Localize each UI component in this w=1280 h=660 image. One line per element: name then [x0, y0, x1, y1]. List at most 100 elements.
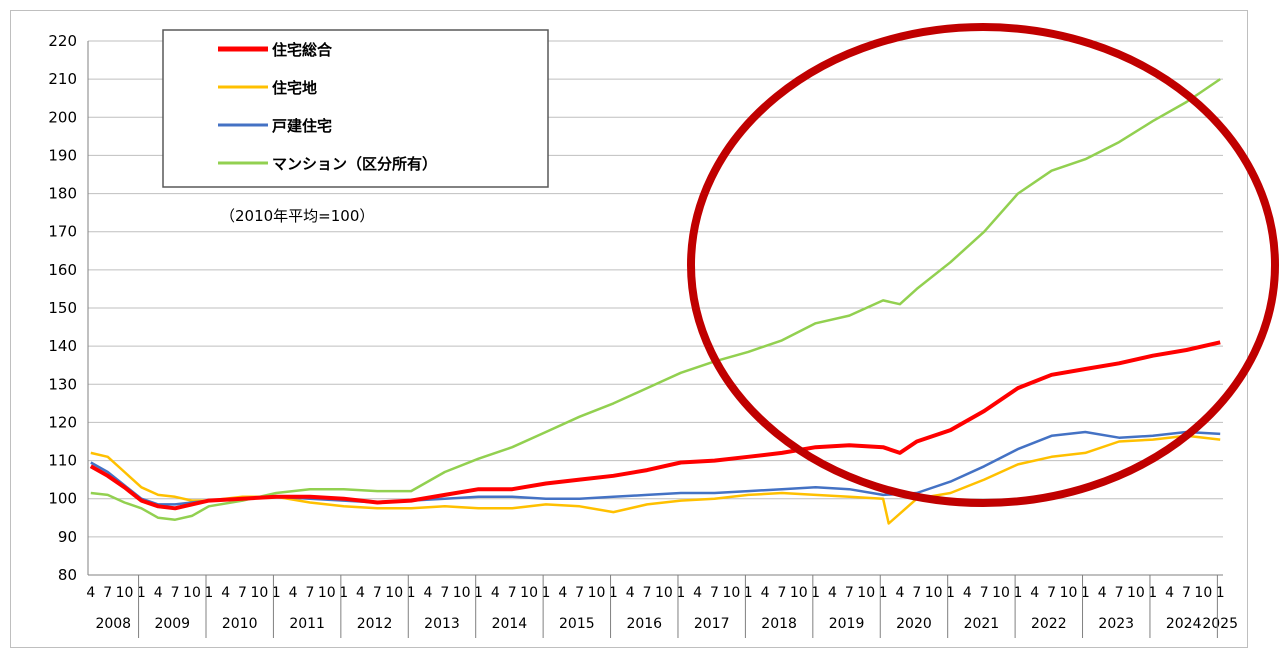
y-tick-label: 100 [48, 490, 77, 508]
x-month-label: 4 [963, 585, 972, 601]
x-month-label: 4 [761, 585, 770, 601]
x-month-label: 10 [655, 585, 673, 601]
x-month-label: 4 [693, 585, 702, 601]
x-year-label: 2012 [357, 616, 393, 632]
x-month-label: 7 [575, 585, 584, 601]
x-month-label: 4 [1098, 585, 1107, 601]
x-month-label: 1 [676, 585, 685, 601]
x-month-label: 10 [385, 585, 403, 601]
x-month-label: 10 [857, 585, 875, 601]
x-month-label: 4 [1165, 585, 1174, 601]
x-month-label: 1 [407, 585, 416, 601]
x-month-label: 1 [1013, 585, 1022, 601]
chart-note: （2010年平均=100） [220, 207, 374, 225]
x-month-label: 10 [318, 585, 336, 601]
x-year-label: 2008 [95, 616, 131, 632]
x-month-label: 1 [339, 585, 348, 601]
y-tick-label: 210 [48, 70, 77, 88]
x-month-label: 4 [289, 585, 298, 601]
x-month-label: 4 [558, 585, 567, 601]
x-month-label: 1 [946, 585, 955, 601]
x-month-label: 1 [1081, 585, 1090, 601]
x-month-label: 4 [1030, 585, 1039, 601]
y-tick-label: 180 [48, 185, 77, 203]
highlight-ellipse [687, 23, 1279, 507]
x-month-label: 1 [474, 585, 483, 601]
x-month-label: 7 [710, 585, 719, 601]
x-month-label: 7 [103, 585, 112, 601]
x-month-label: 1 [879, 585, 888, 601]
y-tick-label: 190 [48, 146, 77, 164]
x-month-label: 4 [491, 585, 500, 601]
x-month-label: 1 [811, 585, 820, 601]
x-month-label: 10 [1194, 585, 1212, 601]
x-year-label: 2011 [289, 616, 325, 632]
x-month-label: 4 [895, 585, 904, 601]
y-tick-label: 80 [58, 566, 77, 584]
x-month-label: 10 [453, 585, 471, 601]
x-month-label: 10 [183, 585, 201, 601]
y-tick-label: 220 [48, 32, 77, 50]
x-month-label: 1 [137, 585, 146, 601]
x-month-label: 4 [828, 585, 837, 601]
x-month-label: 10 [722, 585, 740, 601]
legend-label: 戸建住宅 [272, 117, 332, 135]
x-month-label: 10 [992, 585, 1010, 601]
x-month-label: 7 [777, 585, 786, 601]
x-month-label: 4 [154, 585, 163, 601]
x-year-label: 2015 [559, 616, 595, 632]
series-line [90, 434, 1221, 525]
x-month-label: 7 [373, 585, 382, 601]
x-month-label: 7 [980, 585, 989, 601]
x-month-label: 10 [1127, 585, 1145, 601]
y-tick-label: 140 [48, 337, 77, 355]
x-month-label: 1 [744, 585, 753, 601]
series-line [90, 78, 1221, 521]
y-tick-label: 110 [48, 452, 77, 470]
chart-frame [10, 10, 1248, 648]
x-month-label: 7 [305, 585, 314, 601]
legend-label: 住宅総合 [272, 41, 333, 59]
x-year-label: 2018 [761, 616, 797, 632]
series-lines [89, 78, 1221, 525]
x-month-label: 10 [116, 585, 134, 601]
y-tick-label: 170 [48, 223, 77, 241]
x-month-label: 7 [845, 585, 854, 601]
x-month-label: 4 [221, 585, 230, 601]
y-tick-label: 130 [48, 375, 77, 393]
x-month-label: 7 [912, 585, 921, 601]
x-month-label: 1 [541, 585, 550, 601]
y-tick-label: 90 [58, 528, 77, 546]
legend-label: マンション（区分所有） [272, 155, 437, 173]
x-month-label: 10 [925, 585, 943, 601]
x-year-label: 2014 [492, 616, 528, 632]
x-month-label: 1 [1148, 585, 1157, 601]
x-month-label: 10 [250, 585, 268, 601]
x-year-label: 2017 [694, 616, 730, 632]
x-month-label: 1 [204, 585, 213, 601]
x-month-label: 7 [1115, 585, 1124, 601]
x-year-label: 2021 [964, 616, 1000, 632]
x-month-label: 1 [272, 585, 281, 601]
x-month-label: 7 [643, 585, 652, 601]
y-axis-ticks: 80 90 100 110 120 130 140 150 160 170 180 190 200 210… [48, 32, 89, 584]
y-tick-label: 120 [48, 413, 77, 431]
x-month-label: 7 [1182, 585, 1191, 601]
series-line [89, 340, 1221, 511]
x-year-label: 2025 [1202, 616, 1238, 632]
x-year-label: 2010 [222, 616, 258, 632]
x-year-label: 2023 [1098, 616, 1134, 632]
x-year-label: 2022 [1031, 616, 1067, 632]
x-month-label: 7 [171, 585, 180, 601]
x-year-label: 2016 [626, 616, 662, 632]
x-month-label: 7 [238, 585, 247, 601]
legend-box [162, 29, 549, 188]
x-year-label: 2013 [424, 616, 460, 632]
y-tick-label: 160 [48, 261, 77, 279]
x-month-label: 10 [790, 585, 808, 601]
x-axis: 4 7 10 1 4 7 10 1 4 7 10 1 4 7 10 1 4 7 10 1 4 7 10 1 4 7 10 1 4 7 10 1… [86, 574, 1238, 638]
x-month-label: 10 [588, 585, 606, 601]
x-month-label: 7 [508, 585, 517, 601]
